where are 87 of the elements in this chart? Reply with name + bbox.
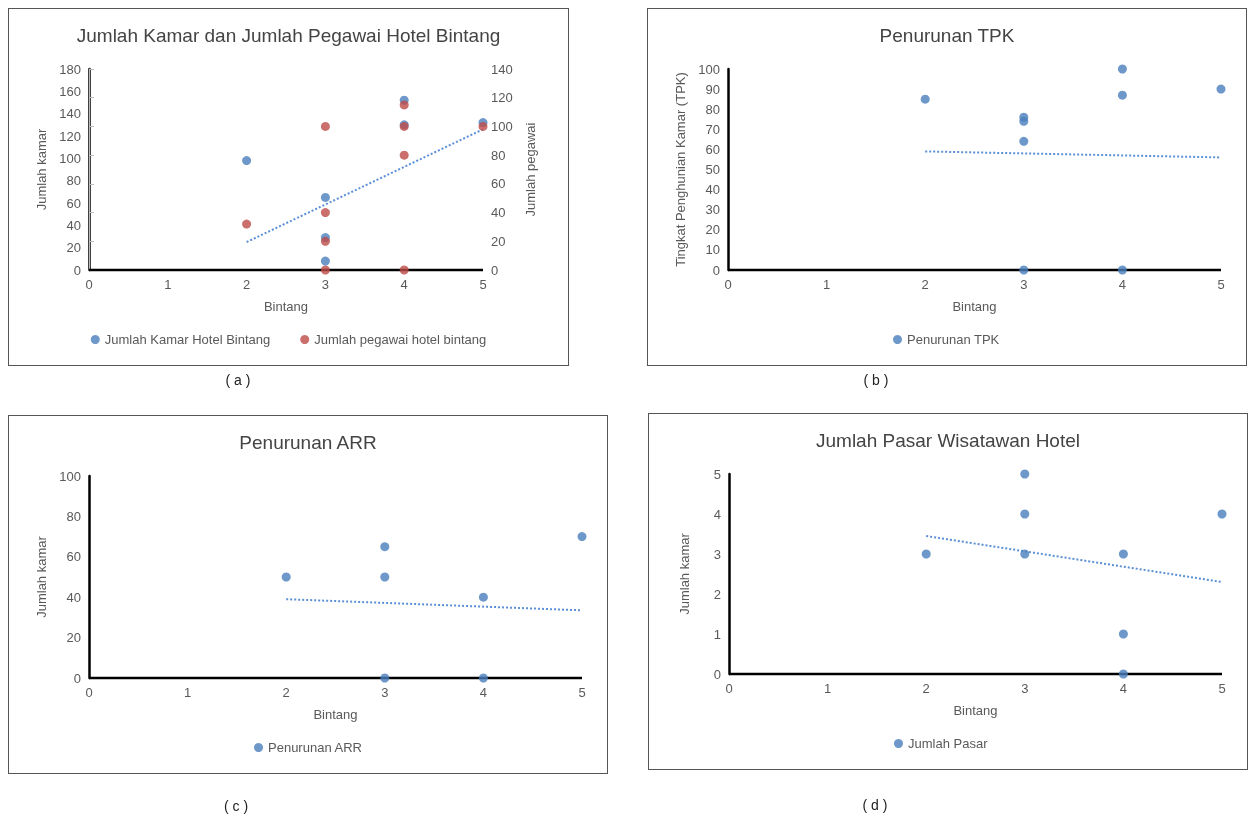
y2-tick-label: 0 [491, 262, 499, 278]
y-axis-title: Jumlah kamar [34, 535, 50, 618]
y-tick-label: 40 [66, 589, 81, 605]
y-tick-label: 60 [66, 195, 81, 211]
y-tick-label: 90 [705, 81, 720, 97]
x-tick-label: 1 [164, 277, 172, 292]
legend-label: Penurunan TPK [907, 332, 1000, 347]
y-axis-title: Jumlah kamar [677, 532, 692, 615]
y-tick-label: 80 [66, 173, 81, 189]
y-tick-label: 60 [705, 141, 720, 157]
y-tick-label: 50 [705, 162, 720, 177]
x-tick-label: 5 [1218, 681, 1226, 696]
x-tick-label: 4 [400, 277, 408, 292]
y-tick-label: 0 [73, 670, 81, 686]
y-tick-label: 80 [66, 508, 81, 524]
x-tick-label: 0 [725, 681, 733, 696]
y-axis-title: Tingkat Penghunian Kamar (TPK) [673, 72, 689, 267]
x-axis-title: Bintang [952, 299, 997, 314]
y-tick-label: 180 [59, 61, 81, 77]
chart-title: Jumlah Kamar dan Jumlah Pegawai Hotel Bintang [76, 25, 501, 46]
legend-label: Jumlah Pasar [908, 736, 989, 751]
y-tick-label: 100 [59, 150, 81, 166]
x-tick-label: 2 [921, 277, 929, 292]
x-tick-label: 3 [1021, 681, 1029, 696]
x-tick-label: 1 [183, 685, 192, 700]
y-tick-label: 2 [713, 586, 721, 602]
x-tick-label: 1 [822, 277, 831, 292]
chart-title: Penurunan TPK [879, 25, 1015, 46]
legend-label: Penurunan ARR [268, 740, 362, 755]
y-tick-label: 80 [705, 101, 720, 117]
y2-tick-label: 140 [491, 61, 513, 77]
y-tick-label: 100 [698, 61, 720, 77]
y-tick-label: 120 [59, 128, 81, 144]
y-tick-label: 0 [73, 262, 81, 278]
x-tick-label: 5 [1217, 277, 1225, 292]
y-tick-label: 60 [66, 549, 81, 565]
y-tick-label: 20 [66, 240, 81, 256]
x-tick-label: 4 [1119, 681, 1128, 696]
y-tick-label: 20 [66, 630, 81, 646]
y-tick-label: 160 [59, 83, 81, 99]
y-tick-label: 140 [59, 106, 81, 122]
y2-axis-title: Jumlah pegawai [522, 122, 538, 217]
y-tick-label: 1 [713, 626, 721, 642]
x-tick-label: 1 [823, 681, 832, 696]
x-tick-label: 3 [381, 685, 389, 700]
y-tick-label: 0 [713, 666, 721, 682]
x-tick-label: 0 [85, 685, 93, 700]
x-tick-label: 0 [85, 277, 93, 292]
y-tick-label: 5 [713, 466, 721, 482]
x-tick-label: 4 [1118, 277, 1127, 292]
x-axis-title: Bintang [953, 703, 998, 718]
y-tick-label: 100 [59, 468, 81, 484]
x-tick-label: 4 [479, 685, 488, 700]
y2-tick-label: 20 [491, 233, 506, 249]
x-tick-label: 2 [282, 685, 290, 700]
legend-label: Jumlah Kamar Hotel Bintang [104, 332, 271, 347]
x-tick-label: 2 [242, 277, 251, 292]
y-tick-label: 20 [705, 222, 720, 238]
text: ( a ) [224, 372, 252, 388]
legend-label: Jumlah pegawai hotel bintang [314, 332, 487, 347]
text: ( c ) [222, 798, 250, 814]
y-tick-label: 0 [712, 262, 720, 278]
x-tick-label: 3 [321, 277, 330, 292]
y-tick-label: 4 [713, 506, 721, 522]
x-tick-label: 5 [479, 277, 487, 292]
x-axis-title: Bintang [313, 707, 358, 722]
y-tick-label: 3 [713, 546, 721, 562]
chart-title: Penurunan ARR [239, 432, 377, 453]
y2-tick-label: 120 [491, 90, 513, 106]
x-tick-label: 0 [724, 277, 732, 292]
x-tick-label: 2 [922, 681, 930, 696]
y2-tick-label: 100 [491, 118, 513, 134]
x-axis-title: Bintang [263, 299, 309, 314]
text: ( d ) [861, 797, 889, 813]
x-tick-label: 3 [1020, 277, 1028, 292]
y2-tick-label: 60 [491, 176, 506, 192]
y-axis-title: Jumlah kamar [34, 128, 50, 211]
x-tick-label: 5 [578, 685, 586, 700]
y2-tick-label: 80 [491, 147, 506, 163]
y-tick-label: 30 [705, 202, 720, 218]
y-tick-label: 70 [705, 121, 720, 137]
chart-title: Jumlah Pasar Wisatawan Hotel [816, 430, 1080, 451]
y-tick-label: 40 [705, 182, 720, 198]
y-tick-label: 10 [705, 242, 720, 258]
y2-tick-label: 40 [491, 205, 506, 221]
y-tick-label: 40 [66, 217, 81, 233]
text: ( b ) [862, 372, 890, 388]
